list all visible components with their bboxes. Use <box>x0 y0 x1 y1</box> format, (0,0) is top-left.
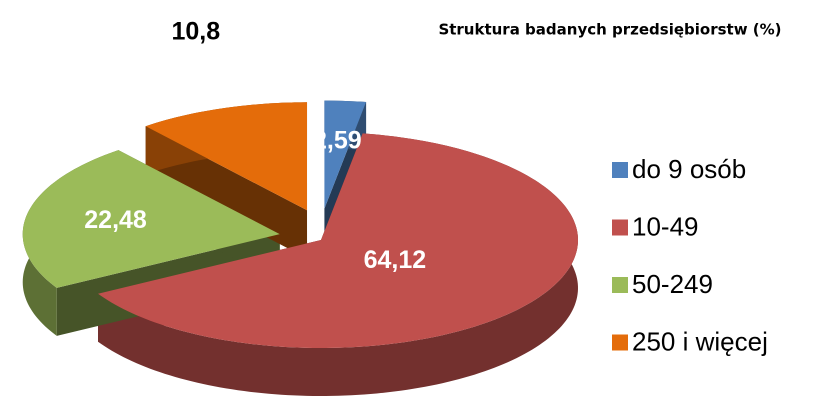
data-label: 2,59 <box>313 126 362 154</box>
pie-tops <box>22 100 578 348</box>
data-label: 10,8 <box>171 18 220 46</box>
slice <box>22 150 280 288</box>
legend-label: 250 i więcej <box>632 326 768 356</box>
legend: do 9 osób 10-49 50-249 250 i więcej <box>612 154 768 356</box>
legend-swatch <box>612 277 628 293</box>
legend-label: 10-49 <box>632 211 699 241</box>
chart-title: Struktura badanych przedsiębiorstw (%) <box>438 21 781 39</box>
data-label: 22,48 <box>84 206 147 234</box>
data-labels: 2,59 64,12 22,48 10,8 <box>84 18 426 275</box>
slice <box>98 133 578 348</box>
legend-label: 50-249 <box>632 269 713 299</box>
legend-label: do 9 osób <box>632 154 746 184</box>
legend-swatch <box>612 334 628 351</box>
legend-swatch <box>612 219 628 236</box>
slice <box>324 100 367 209</box>
data-label: 64,12 <box>364 246 427 274</box>
slice <box>145 102 308 211</box>
legend-swatch <box>612 162 628 178</box>
